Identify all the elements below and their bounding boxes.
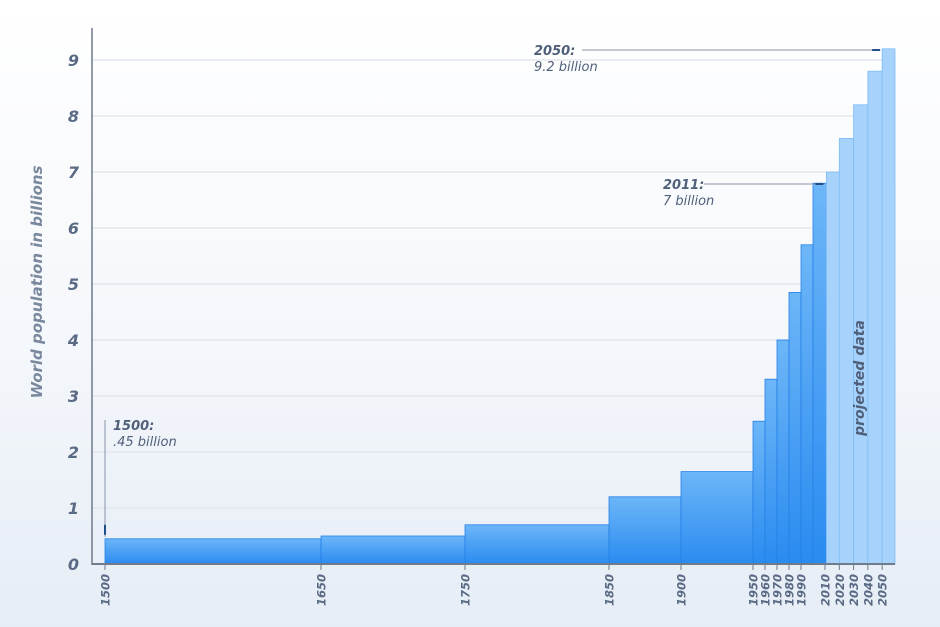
annotation-value-2050: 9.2 billion bbox=[534, 60, 598, 75]
bar-1970 bbox=[776, 339, 790, 565]
bar-1750 bbox=[464, 524, 610, 565]
bar-1990 bbox=[800, 244, 814, 565]
x-tick-label-1960: 1960 bbox=[759, 574, 773, 606]
bar-1950 bbox=[752, 420, 766, 565]
x-tick-label-1970: 1970 bbox=[771, 574, 785, 606]
bar-1900 bbox=[680, 471, 754, 565]
x-tick-label-1980: 1980 bbox=[783, 574, 797, 606]
annotation-year-2050: 2050: bbox=[534, 44, 575, 59]
x-tick-label-2040: 2040 bbox=[861, 574, 875, 606]
x-tick-labels: 1500 1650 1750 1850 1900 19501960197019801990… bbox=[99, 574, 890, 606]
y-tick-label-6: 6 bbox=[68, 219, 79, 238]
y-tick-label-2: 2 bbox=[68, 443, 79, 462]
bars bbox=[104, 48, 896, 565]
x-tick-label-2010: 2010 bbox=[819, 574, 833, 606]
projected-bar-2050 bbox=[881, 48, 896, 565]
annotation-year-1500: 1500: bbox=[113, 419, 154, 434]
bar-1650 bbox=[320, 535, 466, 565]
axes bbox=[91, 28, 895, 570]
y-tick-label-3: 3 bbox=[68, 387, 79, 406]
bar-2000 bbox=[812, 182, 827, 565]
annotations: 1500:.45 billion 2011:7 billion 2050:9.2 b… bbox=[104, 44, 881, 537]
y-tick-label-0: 0 bbox=[68, 555, 79, 574]
y-axis-label: World population in billions bbox=[28, 165, 46, 398]
x-tick-label-1850: 1850 bbox=[603, 574, 617, 606]
y-tick-label-9: 9 bbox=[68, 51, 79, 70]
annotation-value-2011: 7 billion bbox=[663, 194, 714, 209]
bar-1850 bbox=[608, 496, 682, 565]
y-tick-label-4: 4 bbox=[67, 331, 79, 350]
bar-1960 bbox=[764, 378, 778, 565]
x-tick-label-2030: 2030 bbox=[847, 574, 861, 606]
x-tick-label-1900: 1900 bbox=[675, 574, 689, 606]
annotation-value-1500: .45 billion bbox=[113, 435, 177, 450]
projected-bar-2040 bbox=[867, 70, 883, 565]
x-tick-label-1990: 1990 bbox=[795, 574, 809, 606]
x-tick-label-2050: 2050 bbox=[876, 574, 890, 606]
x-tick-label-1750: 1750 bbox=[459, 574, 473, 606]
y-tick-label-1: 1 bbox=[68, 499, 79, 518]
y-tick-label-8: 8 bbox=[68, 107, 79, 126]
y-tick-label-5: 5 bbox=[68, 275, 79, 294]
annotation-year-2011: 2011: bbox=[663, 178, 704, 193]
projected-data-label: projected data bbox=[852, 320, 868, 437]
bar-1500 bbox=[104, 538, 322, 565]
x-tick-label-2020: 2020 bbox=[833, 574, 847, 606]
projected-bar-2011 bbox=[826, 171, 840, 565]
grid-lines bbox=[92, 59, 895, 509]
x-tick-label-1950: 1950 bbox=[747, 574, 761, 606]
y-tick-labels: 0 1 2 3 4 5 6 7 8 9 bbox=[67, 51, 80, 574]
y-tick-label-7: 7 bbox=[68, 163, 80, 182]
x-tick-label-1650: 1650 bbox=[315, 574, 329, 606]
x-tick-label-1500: 1500 bbox=[99, 574, 113, 606]
bar-1980 bbox=[788, 291, 802, 565]
